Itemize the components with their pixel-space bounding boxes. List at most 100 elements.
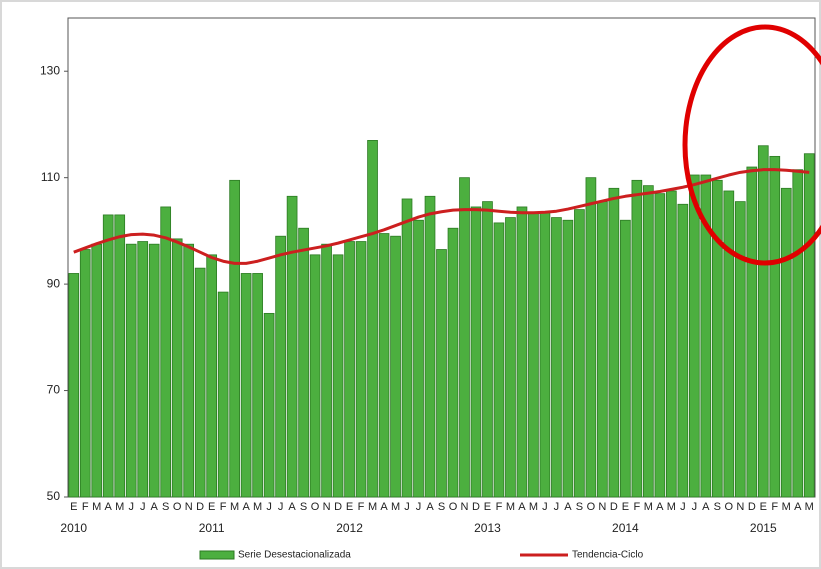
year-label: 2014 bbox=[612, 521, 639, 535]
legend-label: Serie Desestacionalizada bbox=[238, 550, 351, 561]
bar bbox=[206, 254, 217, 498]
x-tick-label: J bbox=[140, 501, 146, 513]
bar bbox=[183, 243, 195, 498]
x-tick-label: A bbox=[151, 501, 159, 513]
x-tick-label: D bbox=[610, 501, 618, 513]
bar bbox=[401, 198, 413, 498]
x-tick-label: A bbox=[794, 501, 802, 513]
x-tick-label: N bbox=[461, 501, 469, 513]
bar bbox=[286, 195, 298, 498]
bar bbox=[424, 195, 436, 498]
bar bbox=[367, 140, 378, 498]
bar bbox=[321, 243, 332, 498]
bar bbox=[723, 190, 735, 498]
x-tick-label: D bbox=[334, 501, 342, 513]
y-tick-label: 90 bbox=[47, 276, 61, 290]
x-tick-label: F bbox=[771, 501, 778, 513]
bar bbox=[700, 174, 712, 498]
bar bbox=[574, 209, 585, 498]
bar bbox=[482, 201, 493, 498]
x-tick-label: J bbox=[542, 501, 548, 513]
bar bbox=[666, 190, 677, 498]
x-tick-label: F bbox=[496, 501, 503, 513]
bar bbox=[378, 233, 390, 498]
y-tick-label: 70 bbox=[47, 383, 61, 397]
x-tick-label: J bbox=[692, 501, 698, 513]
x-tick-label: N bbox=[736, 501, 744, 513]
x-tick-label: F bbox=[220, 501, 227, 513]
x-tick-label: J bbox=[278, 501, 284, 513]
x-tick-label: J bbox=[404, 501, 410, 513]
x-tick-label: E bbox=[622, 501, 629, 513]
x-tick-label: O bbox=[173, 501, 182, 513]
bar bbox=[562, 219, 574, 498]
bar bbox=[711, 179, 723, 498]
x-tick-label: E bbox=[346, 501, 353, 513]
x-tick-label: M bbox=[115, 501, 124, 513]
x-tick-label: M bbox=[368, 501, 377, 513]
bar bbox=[688, 174, 700, 498]
bar bbox=[493, 222, 505, 498]
bar bbox=[263, 312, 275, 498]
bar bbox=[229, 179, 240, 498]
x-tick-label: N bbox=[185, 501, 193, 513]
bar bbox=[332, 254, 344, 498]
bar bbox=[79, 249, 91, 498]
x-tick-label: A bbox=[656, 501, 664, 513]
year-label: 2010 bbox=[60, 521, 87, 535]
trend-line bbox=[73, 168, 810, 265]
bar bbox=[114, 214, 126, 498]
x-tick-label: S bbox=[162, 501, 169, 513]
x-tick-label: M bbox=[667, 501, 676, 513]
x-tick-label: F bbox=[82, 501, 89, 513]
x-tick-label: A bbox=[242, 501, 250, 513]
bar bbox=[677, 203, 689, 498]
bar bbox=[631, 179, 643, 498]
bar bbox=[171, 238, 183, 498]
x-tick-label: A bbox=[288, 501, 296, 513]
x-tick-label: E bbox=[208, 501, 215, 513]
bar bbox=[344, 241, 355, 498]
bar bbox=[355, 241, 367, 498]
x-tick-label: J bbox=[416, 501, 422, 513]
bar bbox=[608, 187, 620, 498]
x-tick-label: M bbox=[506, 501, 515, 513]
x-tick-label: N bbox=[323, 501, 331, 513]
x-tick-label: J bbox=[128, 501, 134, 513]
bar bbox=[252, 273, 263, 498]
bar bbox=[194, 267, 206, 498]
bar bbox=[597, 201, 608, 498]
bar bbox=[413, 219, 424, 498]
x-tick-label: O bbox=[725, 501, 734, 513]
bar bbox=[102, 214, 114, 498]
x-tick-label: M bbox=[529, 501, 538, 513]
bar bbox=[298, 227, 309, 498]
x-tick-label: D bbox=[196, 501, 204, 513]
bar bbox=[620, 219, 631, 498]
bar bbox=[436, 249, 447, 498]
x-tick-label: A bbox=[426, 501, 434, 513]
year-label: 2012 bbox=[336, 521, 363, 535]
y-tick-label: 50 bbox=[47, 489, 61, 503]
x-tick-label: D bbox=[748, 501, 756, 513]
bar bbox=[769, 155, 781, 498]
x-tick-label: N bbox=[598, 501, 606, 513]
bar bbox=[792, 169, 804, 498]
bar bbox=[459, 177, 470, 498]
legend-label: Tendencia-Ciclo bbox=[572, 550, 644, 561]
bar bbox=[528, 211, 539, 498]
x-tick-label: E bbox=[760, 501, 767, 513]
bar bbox=[91, 243, 103, 498]
x-tick-label: M bbox=[92, 501, 101, 513]
x-tick-label: A bbox=[702, 501, 710, 513]
bar bbox=[539, 211, 551, 498]
x-tick-label: S bbox=[576, 501, 583, 513]
bar bbox=[470, 206, 482, 498]
y-tick-label: 130 bbox=[40, 63, 60, 77]
x-tick-label: J bbox=[554, 501, 560, 513]
x-tick-label: A bbox=[564, 501, 572, 513]
x-tick-label: A bbox=[518, 501, 526, 513]
x-tick-label: E bbox=[484, 501, 491, 513]
